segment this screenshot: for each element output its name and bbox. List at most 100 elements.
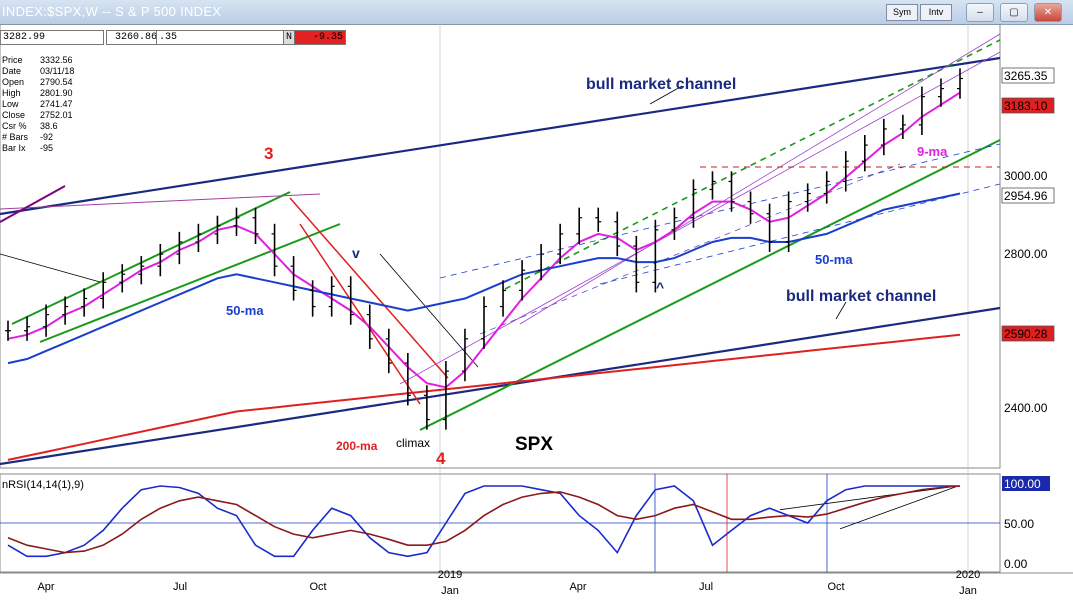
- chart-annotation: 200-ma: [336, 439, 378, 453]
- y-tick-label: 2800.00: [1004, 247, 1048, 261]
- chart-annotation: 3: [264, 144, 273, 163]
- chart-annotation: bull market channel: [786, 288, 936, 305]
- y-tick-label: 3183.10: [1004, 99, 1048, 113]
- price-bar: [442, 361, 449, 430]
- price-bar: [557, 223, 564, 265]
- price-bar: [62, 296, 69, 325]
- y-tick-label: 3000.00: [1004, 169, 1048, 183]
- price-bar: [576, 207, 583, 244]
- row-label: High: [2, 88, 21, 98]
- close-icon[interactable]: ✕: [1034, 3, 1062, 22]
- price-bar: [43, 304, 50, 337]
- x-tick-label: Jan: [441, 585, 459, 597]
- y-tick-label: 2954.96: [1004, 189, 1048, 203]
- price-tag-box: [1001, 67, 1055, 84]
- price-bar: [176, 231, 183, 265]
- row-value: 3332.56: [40, 55, 73, 65]
- price-tag-box: [1001, 187, 1055, 204]
- x-tick-label: Jul: [173, 581, 187, 593]
- trend-line: [0, 193, 321, 210]
- price-bar: [328, 276, 335, 317]
- row-value: 03/11/18: [40, 66, 75, 76]
- row-label: # Bars: [2, 132, 29, 142]
- price-bar: [461, 328, 468, 382]
- price-bar: [119, 264, 126, 293]
- rsi-y-tick: 50.00: [1004, 517, 1034, 531]
- trend-line: [504, 39, 1001, 290]
- trend-line: [519, 33, 1001, 325]
- price-bar: [481, 296, 487, 349]
- row-value: 38.6: [40, 121, 58, 131]
- symbol-button[interactable]: Sym: [886, 4, 918, 21]
- series-50-ma: [7, 192, 961, 365]
- trend-line: [399, 51, 1001, 385]
- row-label: Bar Ix: [2, 143, 26, 153]
- x-tick-label: Oct: [827, 581, 844, 593]
- price-bar: [271, 223, 278, 277]
- window-title: INDEX:$SPX,W -- S & P 500 INDEX: [2, 4, 222, 19]
- x-tick-label: Jan: [959, 585, 977, 597]
- price-pane-border: [0, 24, 1001, 469]
- row-label: Open: [2, 77, 25, 87]
- trend-line: [419, 139, 1001, 431]
- price-bar: [633, 235, 640, 293]
- rsi-series-signal: [7, 485, 961, 554]
- price-bar: [5, 320, 11, 341]
- data-window-row: Open 2790.54: [2, 77, 74, 88]
- price-bar: [804, 183, 811, 212]
- price-bar: [347, 276, 354, 325]
- data-window-row: # Bars -92: [2, 132, 74, 143]
- price-bar: [290, 256, 297, 301]
- data-window-row: Price 3332.56: [2, 55, 74, 66]
- price-bar: [823, 171, 830, 204]
- rsi-title: nRSI(14,14(1),9): [2, 479, 84, 491]
- data-window-row: High 2801.90: [2, 88, 74, 99]
- chart-annotation: SPX: [515, 434, 553, 455]
- x-tick-label: Apr: [569, 581, 586, 593]
- trend-line: [0, 253, 101, 283]
- rsi-trendline: [779, 485, 959, 511]
- row-label: Csr %: [2, 121, 27, 131]
- rsi-y-tick: 0.00: [1004, 557, 1028, 571]
- x-tick-label: 2020: [956, 569, 980, 581]
- row-value: -95: [40, 143, 54, 153]
- chart-annotation: ^: [656, 279, 664, 295]
- price-bar: [842, 151, 849, 192]
- trend-line: [289, 197, 449, 379]
- chart-annotation: v: [352, 245, 360, 261]
- trend-line: [379, 253, 479, 368]
- price-bar: [747, 191, 754, 224]
- price-bar: [766, 203, 773, 253]
- price-series: [5, 68, 963, 461]
- trend-channels: [0, 33, 1001, 466]
- trend-line: [479, 163, 901, 335]
- chart-annotations: bull market channel bull market channel 3 4…: [226, 76, 948, 468]
- data-window: Price 3332.56 Date 03/11/18 Open 2790.54 High 2…: [2, 55, 74, 154]
- price-bar: [309, 280, 316, 317]
- trend-line: [299, 223, 421, 405]
- maximize-icon[interactable]: ▢: [1000, 3, 1028, 22]
- data-window-row: Date 03/11/18: [2, 66, 74, 77]
- y-tick-label: 2590.28: [1004, 327, 1048, 341]
- minimize-icon[interactable]: –: [966, 3, 994, 22]
- chart-annotation: 4: [436, 449, 446, 468]
- chart-annotation: climax: [396, 436, 430, 450]
- price-bar: [614, 211, 621, 257]
- price-bar: [538, 243, 545, 281]
- price-bar: [957, 68, 963, 99]
- x-tick-label: 2019: [438, 569, 462, 581]
- rsi-y-tick: 100.00: [1004, 477, 1041, 491]
- row-label: Low: [2, 99, 19, 109]
- x-tick-label: Oct: [309, 581, 326, 593]
- chart-axes: 3265.35 3183.10 3000.00 2954.96 2800.00 2590.…: [37, 67, 1055, 597]
- trend-line: [649, 85, 683, 105]
- rsi-series-nRSI: [7, 485, 960, 558]
- chart-annotation: 50-ma: [226, 303, 264, 318]
- row-value: 2741.47: [40, 99, 73, 109]
- x-tick-label: Apr: [37, 581, 54, 593]
- info-change: -9.35: [294, 30, 346, 45]
- price-bar: [899, 114, 906, 140]
- data-window-row: Bar Ix -95: [2, 143, 74, 154]
- interval-button[interactable]: Intv: [920, 4, 952, 21]
- trend-line: [599, 183, 1001, 285]
